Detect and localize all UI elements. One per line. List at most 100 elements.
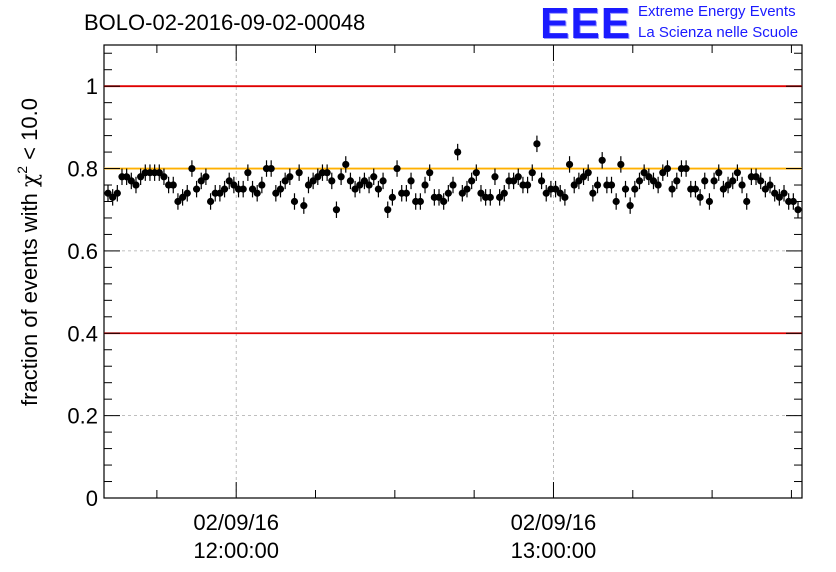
data-point xyxy=(533,140,541,148)
data-point xyxy=(379,177,387,185)
data-point xyxy=(137,173,145,181)
data-point xyxy=(416,197,424,206)
y-axis-label-suffix: < 10.0 xyxy=(17,98,42,166)
data-point xyxy=(360,177,369,185)
data-point xyxy=(113,189,121,197)
plot-frame xyxy=(103,44,803,499)
data-point xyxy=(542,189,550,197)
data-point xyxy=(421,181,429,189)
data-point xyxy=(500,189,508,197)
data-point xyxy=(752,173,760,181)
data-point xyxy=(248,185,257,193)
data-point xyxy=(174,197,182,206)
data-point xyxy=(127,177,135,185)
data-point xyxy=(388,193,396,201)
axes: 0 0.2 0.4 0.6 0.8 1 02/09/16 12:00:00 02/09/16 13… xyxy=(67,45,802,563)
y-axis-label-symbol: χ xyxy=(18,174,43,187)
data-point xyxy=(589,189,597,197)
data-point xyxy=(486,193,494,201)
data-point xyxy=(426,169,434,177)
data-point xyxy=(528,169,536,177)
data-point xyxy=(286,173,294,181)
data-point xyxy=(281,177,289,185)
data-point xyxy=(370,173,378,181)
data-point xyxy=(617,160,625,169)
data-point xyxy=(295,169,303,177)
data-point xyxy=(444,189,452,197)
data-point xyxy=(314,173,322,181)
data-point xyxy=(649,177,658,185)
data-point xyxy=(510,177,518,185)
data-point xyxy=(169,181,177,189)
data-point xyxy=(342,160,350,169)
data-point xyxy=(771,189,779,197)
data-point xyxy=(575,177,583,185)
data-point xyxy=(565,160,574,169)
data-point xyxy=(598,156,606,164)
data-point xyxy=(477,189,485,197)
data-point xyxy=(556,189,564,197)
data-point xyxy=(188,164,196,173)
data-point xyxy=(230,181,238,189)
data-point xyxy=(551,185,560,193)
data-point xyxy=(491,173,499,181)
data-point xyxy=(593,181,602,189)
data-point xyxy=(440,197,448,206)
x-tick-label-date: 02/09/16 xyxy=(511,510,597,535)
y-axis-label: fraction of events with χ2 < 10.0 xyxy=(14,98,43,406)
data-point xyxy=(132,181,140,189)
x-tick-label-time: 12:00:00 xyxy=(193,538,279,563)
data-point xyxy=(253,189,261,197)
data-point xyxy=(374,185,383,193)
data-point xyxy=(701,177,709,185)
data-point xyxy=(239,185,247,193)
data-point xyxy=(523,181,532,189)
data-point xyxy=(472,169,480,177)
data-point xyxy=(435,193,443,201)
data-point xyxy=(635,177,644,185)
data-point xyxy=(458,189,466,197)
data-point xyxy=(705,197,714,206)
data-point xyxy=(640,169,648,177)
data-point xyxy=(155,169,163,177)
data-point xyxy=(192,185,201,193)
data-point xyxy=(757,177,765,185)
data-point xyxy=(104,189,112,197)
data-point xyxy=(496,193,504,201)
data-point xyxy=(304,181,313,189)
data-point xyxy=(696,193,704,201)
y-tick-label: 0.6 xyxy=(67,239,98,264)
data-point xyxy=(272,189,280,197)
data-point xyxy=(584,169,592,177)
data-point xyxy=(659,169,667,177)
data-point xyxy=(691,185,700,193)
data-point xyxy=(729,177,737,185)
data-point xyxy=(733,169,741,177)
data-point xyxy=(197,177,205,185)
data-point xyxy=(183,189,191,197)
data-point xyxy=(178,193,187,201)
data-point xyxy=(668,185,676,193)
y-axis-label-prefix: fraction of events with xyxy=(17,187,42,406)
data-point xyxy=(337,173,345,181)
data-point xyxy=(109,193,117,201)
data-point xyxy=(607,181,616,189)
data-point xyxy=(537,177,546,185)
data-point xyxy=(323,169,331,177)
data-point xyxy=(780,189,788,197)
data-point xyxy=(454,148,462,156)
logo-text-line2: La Scienza nelle Scuole xyxy=(638,24,799,41)
data-point xyxy=(743,197,751,206)
data-point xyxy=(570,181,578,189)
data-point xyxy=(346,177,355,185)
data-point xyxy=(626,202,634,210)
data-point xyxy=(267,164,275,173)
y-tick-label: 0.4 xyxy=(67,321,98,346)
data-point xyxy=(579,173,588,181)
x-tick-label-time: 13:00:00 xyxy=(511,538,597,563)
data-point xyxy=(612,197,620,206)
data-point xyxy=(621,185,630,193)
data-point xyxy=(206,197,215,206)
data-point xyxy=(631,185,639,193)
